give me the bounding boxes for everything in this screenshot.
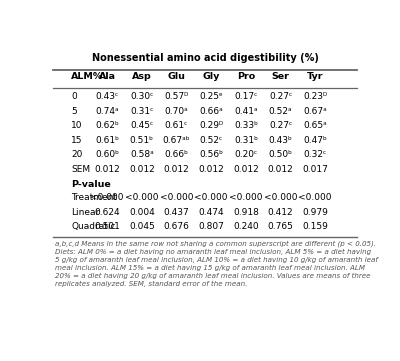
Text: <0.000: <0.000 — [229, 193, 263, 202]
Text: 0.43ᵇ: 0.43ᵇ — [269, 136, 292, 145]
Text: 0.66ᵇ: 0.66ᵇ — [164, 150, 188, 159]
Text: 0.017: 0.017 — [302, 165, 328, 174]
Text: 0.17ᶜ: 0.17ᶜ — [234, 92, 258, 101]
Text: 0.61ᶜ: 0.61ᶜ — [165, 121, 188, 130]
Text: 0.23ᴰ: 0.23ᴰ — [303, 92, 327, 101]
Text: 0.52ᵃ: 0.52ᵃ — [269, 107, 292, 116]
Text: 20: 20 — [71, 150, 83, 159]
Text: 0.65ᵃ: 0.65ᵃ — [303, 121, 327, 130]
Text: 0.33ᵇ: 0.33ᵇ — [234, 121, 258, 130]
Text: <0.000: <0.000 — [264, 193, 297, 202]
Text: 5: 5 — [71, 107, 77, 116]
Text: 0.70ᵃ: 0.70ᵃ — [165, 107, 188, 116]
Text: <0.000: <0.000 — [160, 193, 193, 202]
Text: 0.624: 0.624 — [94, 208, 120, 217]
Text: Ser: Ser — [272, 72, 290, 81]
Text: 0.61ᵇ: 0.61ᵇ — [95, 136, 119, 145]
Text: 0.74ᵃ: 0.74ᵃ — [95, 107, 119, 116]
Text: 0.012: 0.012 — [129, 165, 155, 174]
Text: 0.27ᶜ: 0.27ᶜ — [269, 92, 292, 101]
Text: 0.57ᴰ: 0.57ᴰ — [164, 92, 189, 101]
Text: 0.62ᵇ: 0.62ᵇ — [95, 121, 119, 130]
Text: Glu: Glu — [168, 72, 186, 81]
Text: Gly: Gly — [202, 72, 220, 81]
Text: 0.45ᶜ: 0.45ᶜ — [130, 121, 153, 130]
Text: 0.240: 0.240 — [233, 222, 259, 231]
Text: 0.66ᵃ: 0.66ᵃ — [199, 107, 223, 116]
Text: <0.000: <0.000 — [90, 193, 124, 202]
Text: 0.50ᵇ: 0.50ᵇ — [269, 150, 293, 159]
Text: 10: 10 — [71, 121, 83, 130]
Text: 0.012: 0.012 — [164, 165, 189, 174]
Text: 0.012: 0.012 — [94, 165, 120, 174]
Text: P-value: P-value — [71, 179, 111, 188]
Text: 0.979: 0.979 — [302, 208, 328, 217]
Text: <0.000: <0.000 — [298, 193, 332, 202]
Text: 0.67ᵃᵇ: 0.67ᵃᵇ — [163, 136, 190, 145]
Text: 0.501: 0.501 — [94, 222, 120, 231]
Text: 0.31ᵇ: 0.31ᵇ — [234, 136, 258, 145]
Text: 0.41ᵃ: 0.41ᵃ — [234, 107, 258, 116]
Text: Ala: Ala — [98, 72, 116, 81]
Text: 0.27ᶜ: 0.27ᶜ — [269, 121, 292, 130]
Text: 0.60ᵇ: 0.60ᵇ — [95, 150, 119, 159]
Text: 0.412: 0.412 — [268, 208, 294, 217]
Text: Linear: Linear — [71, 208, 100, 217]
Text: 0.045: 0.045 — [129, 222, 155, 231]
Text: 0.32ᶜ: 0.32ᶜ — [304, 150, 327, 159]
Text: 0.43ᶜ: 0.43ᶜ — [96, 92, 119, 101]
Text: 0.52ᶜ: 0.52ᶜ — [200, 136, 223, 145]
Text: SEM: SEM — [71, 165, 90, 174]
Text: 0.918: 0.918 — [233, 208, 259, 217]
Text: 0.30ᶜ: 0.30ᶜ — [130, 92, 154, 101]
Text: Quadratic: Quadratic — [71, 222, 116, 231]
Text: 0.807: 0.807 — [198, 222, 224, 231]
Text: Pro: Pro — [237, 72, 255, 81]
Text: 0.012: 0.012 — [268, 165, 294, 174]
Text: 0.56ᵇ: 0.56ᵇ — [199, 150, 223, 159]
Text: 0.51ᵇ: 0.51ᵇ — [130, 136, 154, 145]
Text: 0.474: 0.474 — [198, 208, 224, 217]
Text: 0.012: 0.012 — [233, 165, 259, 174]
Text: 0.67ᵃ: 0.67ᵃ — [303, 107, 327, 116]
Text: 15: 15 — [71, 136, 83, 145]
Text: 0.012: 0.012 — [198, 165, 224, 174]
Text: a,b,c,d Means in the same row not sharing a common superscript are different (p : a,b,c,d Means in the same row not sharin… — [55, 240, 378, 287]
Text: 0.47ᵇ: 0.47ᵇ — [303, 136, 327, 145]
Text: ALM%: ALM% — [71, 72, 104, 81]
Text: 0.159: 0.159 — [302, 222, 328, 231]
Text: 0.58ᵃ: 0.58ᵃ — [130, 150, 154, 159]
Text: 0.25ᵉ: 0.25ᵉ — [199, 92, 223, 101]
Text: Treatment: Treatment — [71, 193, 117, 202]
Text: 0.31ᶜ: 0.31ᶜ — [130, 107, 154, 116]
Text: Nonessential amino acid digestibility (%): Nonessential amino acid digestibility (%… — [92, 53, 318, 63]
Text: 0.437: 0.437 — [164, 208, 189, 217]
Text: 0.20ᶜ: 0.20ᶜ — [234, 150, 258, 159]
Text: 0.676: 0.676 — [164, 222, 190, 231]
Text: <0.000: <0.000 — [194, 193, 228, 202]
Text: <0.000: <0.000 — [125, 193, 158, 202]
Text: 0.765: 0.765 — [268, 222, 294, 231]
Text: 0: 0 — [71, 92, 77, 101]
Text: Asp: Asp — [132, 72, 152, 81]
Text: 0.004: 0.004 — [129, 208, 155, 217]
Text: Tyr: Tyr — [307, 72, 323, 81]
Text: 0.29ᴰ: 0.29ᴰ — [199, 121, 223, 130]
